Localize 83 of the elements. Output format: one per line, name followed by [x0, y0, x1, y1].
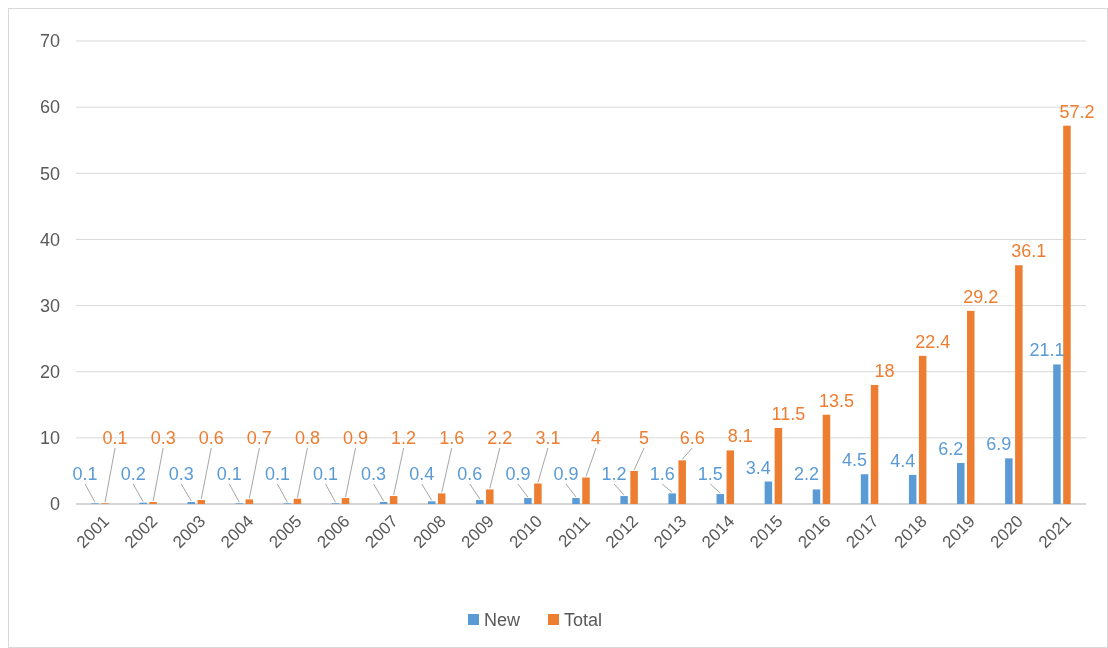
data-label: 2.2 — [487, 428, 513, 448]
data-label: 8.1 — [727, 426, 753, 447]
bar — [678, 460, 686, 504]
legend-label: Total — [564, 610, 603, 631]
data-label: 18 — [874, 360, 895, 381]
data-label: 4 — [590, 428, 602, 448]
data-label: 0.9 — [553, 464, 579, 484]
data-label: 5 — [639, 428, 650, 448]
data-label: 6.2 — [938, 438, 964, 459]
y-tick-label: 60 — [39, 97, 60, 118]
y-tick-label: 40 — [39, 229, 60, 250]
y-tick-label: 30 — [39, 295, 60, 316]
data-label: 11.5 — [771, 403, 806, 424]
bar — [486, 489, 494, 504]
bar — [582, 477, 590, 504]
bar — [197, 500, 205, 504]
data-label: 0.6 — [198, 428, 224, 448]
data-label: 1.2 — [601, 464, 627, 484]
bar — [476, 500, 484, 504]
data-label: 4.4 — [890, 450, 916, 471]
bar — [1015, 265, 1023, 504]
data-label: 0.1 — [102, 428, 128, 448]
bar — [524, 498, 532, 504]
data-label: 0.2 — [120, 464, 146, 484]
data-label: 0.1 — [72, 464, 98, 484]
data-label: 13.5 — [818, 390, 854, 411]
data-label: 57.2 — [1059, 101, 1095, 122]
bar — [534, 483, 542, 504]
data-label: 4.5 — [842, 450, 868, 471]
data-label: 3.4 — [745, 457, 771, 478]
data-label: 6.6 — [679, 428, 705, 448]
bar — [967, 310, 975, 504]
y-tick-label: 0 — [49, 494, 60, 515]
bar — [918, 355, 927, 504]
bar — [822, 414, 831, 504]
bar — [870, 384, 879, 504]
data-label: 1.2 — [391, 428, 417, 448]
legend-label: New — [484, 610, 522, 631]
bar — [716, 494, 725, 504]
data-label: 0.9 — [505, 464, 531, 484]
bar — [668, 493, 676, 504]
bar — [1063, 125, 1071, 504]
data-label: 0.8 — [294, 428, 320, 448]
bar — [774, 427, 783, 504]
data-label: 3.1 — [535, 428, 561, 448]
y-tick-label: 70 — [39, 31, 60, 52]
data-label: 0.9 — [343, 428, 369, 448]
data-label: 0.3 — [150, 428, 176, 448]
data-label: 0.4 — [409, 464, 435, 484]
bar — [908, 474, 917, 504]
bar — [572, 498, 580, 504]
data-label: 6.9 — [986, 434, 1012, 455]
bar — [726, 450, 735, 504]
data-label: 1.6 — [439, 428, 465, 448]
y-tick-label: 10 — [39, 428, 60, 449]
data-label: 22.4 — [915, 331, 951, 352]
data-label: 29.2 — [963, 286, 999, 307]
bar — [812, 489, 821, 504]
data-label: 0.1 — [313, 464, 339, 484]
bar — [341, 498, 350, 504]
bar — [630, 470, 638, 504]
data-label: 0.7 — [246, 428, 272, 448]
data-label: 1.5 — [697, 464, 723, 484]
data-label: 1.6 — [649, 464, 675, 484]
bar — [860, 474, 869, 504]
bar — [427, 501, 436, 504]
bar — [389, 496, 398, 504]
bar — [1053, 364, 1061, 504]
bar — [245, 499, 254, 504]
bar — [1005, 458, 1013, 504]
data-label: 0.3 — [168, 464, 194, 484]
bar — [764, 481, 773, 504]
y-tick-label: 20 — [39, 362, 60, 383]
data-label: 0.6 — [457, 464, 483, 484]
bar — [620, 496, 628, 504]
data-label: 36.1 — [1011, 241, 1047, 262]
y-tick-label: 50 — [39, 163, 60, 184]
data-label: 2.2 — [793, 464, 819, 484]
data-label: 0.3 — [361, 464, 387, 484]
data-label: 0.1 — [264, 464, 290, 484]
bar — [437, 493, 446, 504]
data-label: 0.1 — [216, 464, 242, 484]
bar — [957, 462, 965, 504]
